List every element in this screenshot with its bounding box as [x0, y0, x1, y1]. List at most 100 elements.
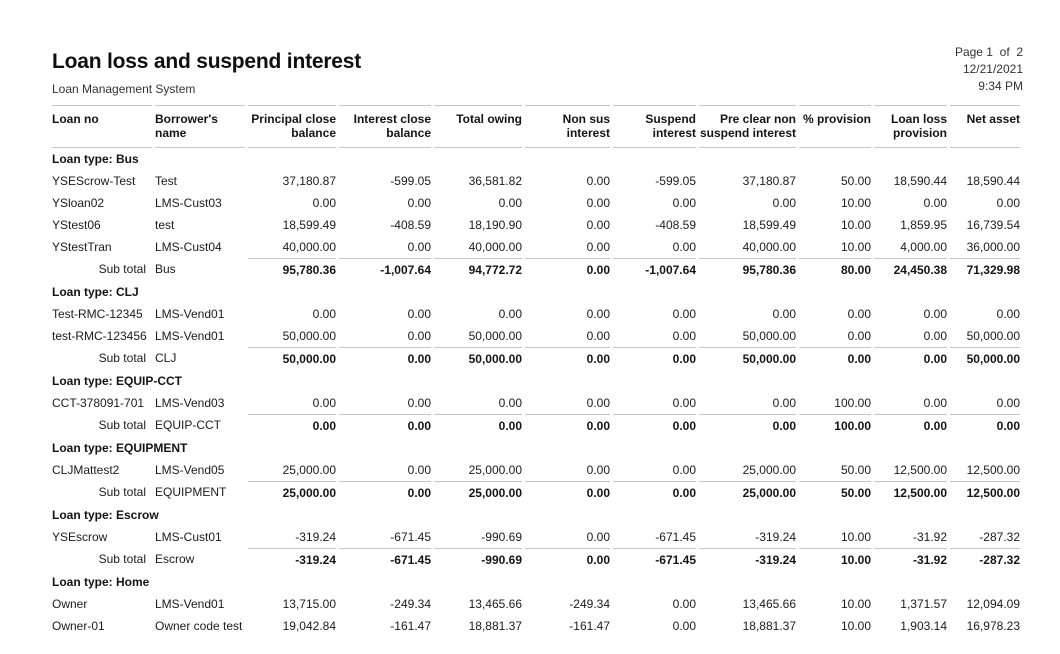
value-cell: 1,903.14: [900, 619, 947, 633]
subtotal-value-cell: 0.00: [950, 414, 1020, 437]
subtotal-label: Sub total: [98, 262, 146, 276]
subtotal-value-cell: 0.00: [874, 347, 947, 370]
value-cell: -249.34: [390, 597, 431, 611]
value-cell: 37,180.87: [282, 174, 336, 188]
value-cell: -249.34: [569, 597, 610, 611]
value-cell: 16,739.54: [966, 218, 1020, 232]
borrower-cell: Test: [155, 174, 178, 188]
subtotal-value-cell: 95,780.36: [699, 258, 796, 281]
loan-no-cell: YSloan02: [52, 196, 105, 210]
subtotal-row: Sub total EQUIP-CCT 0.00 0.00 0.00 0.00 0.00 0.…: [52, 414, 1020, 437]
borrower-cell: LMS-Cust04: [155, 240, 222, 254]
value-cell: 16,978.23: [966, 619, 1020, 633]
value-cell: 1,371.57: [900, 597, 947, 611]
value-cell: 0.00: [672, 597, 696, 611]
subtotal-value-cell: 0.00: [339, 347, 431, 370]
subtotal-value-cell: 94,772.72: [434, 258, 522, 281]
subtotal-value-cell: 25,000.00: [248, 481, 336, 504]
value-cell: -319.24: [755, 530, 796, 544]
loan-no-cell: Owner: [52, 597, 88, 611]
table-row: test-RMC-123456 LMS-Vend01 50,000.00 0.00 50…: [52, 325, 1020, 347]
page-title: Loan loss and suspend interest: [52, 50, 362, 73]
column-header-suspend-interest: Suspend interest: [613, 105, 696, 148]
value-cell: 50,000.00: [966, 329, 1020, 343]
value-cell: 0.00: [772, 196, 796, 210]
value-cell: 13,465.66: [468, 597, 522, 611]
loan-type-label: Loan type: EQUIP-CCT: [52, 374, 183, 388]
value-cell: 37,180.87: [742, 174, 796, 188]
subtotal-value-cell: 0.00: [525, 258, 610, 281]
value-cell: 18,190.90: [468, 218, 522, 232]
value-cell: 10.00: [840, 597, 871, 611]
value-cell: 25,000.00: [742, 463, 796, 477]
subtotal-row: Sub total Bus 95,780.36 -1,007.64 94,772.72 0…: [52, 258, 1020, 281]
value-cell: 0.00: [586, 530, 610, 544]
value-cell: 12,094.09: [966, 597, 1020, 611]
value-cell: 0.00: [847, 329, 871, 343]
value-cell: 10.00: [840, 240, 871, 254]
loan-type-label: Loan type: CLJ: [52, 285, 139, 299]
value-cell: 0.00: [312, 307, 336, 321]
value-cell: 0.00: [586, 196, 610, 210]
value-cell: 50,000.00: [742, 329, 796, 343]
subtotal-value-cell: 50,000.00: [434, 347, 522, 370]
subtotal-value-cell: -287.32: [950, 548, 1020, 571]
borrower-cell: LMS-Vend05: [155, 463, 225, 477]
value-cell: 50.00: [840, 174, 871, 188]
subtotal-value-cell: 100.00: [799, 414, 871, 437]
subtotal-value-cell: 24,450.38: [874, 258, 947, 281]
subtotal-value-cell: 0.00: [525, 414, 610, 437]
value-cell: 40,000.00: [742, 240, 796, 254]
value-cell: 0.00: [772, 396, 796, 410]
subtotal-value-cell: 71,329.98: [950, 258, 1020, 281]
value-cell: 0.00: [586, 218, 610, 232]
value-cell: 10.00: [840, 530, 871, 544]
subtotal-value-cell: 50,000.00: [699, 347, 796, 370]
subtotal-value-cell: 95,780.36: [248, 258, 336, 281]
subtotal-value-cell: 0.00: [434, 414, 522, 437]
subtotal-type: Bus: [155, 262, 176, 276]
subtotal-value-cell: -671.45: [613, 548, 696, 571]
subtotal-value-cell: 0.00: [525, 481, 610, 504]
value-cell: -599.05: [655, 174, 696, 188]
value-cell: -287.32: [979, 530, 1020, 544]
subtotal-type: EQUIPMENT: [155, 485, 227, 499]
value-cell: -990.69: [481, 530, 522, 544]
value-cell: 0.00: [498, 307, 522, 321]
value-cell: -319.24: [295, 530, 336, 544]
column-header-non-sus-interest: Non sus interest: [525, 105, 610, 148]
value-cell: 50,000.00: [468, 329, 522, 343]
value-cell: 0.00: [586, 329, 610, 343]
value-cell: 4,000.00: [900, 240, 947, 254]
borrower-cell: LMS-Vend01: [155, 597, 225, 611]
subtotal-value-cell: -1,007.64: [613, 258, 696, 281]
value-cell: 0.00: [407, 463, 431, 477]
loan-no-cell: YStestTran: [52, 240, 112, 254]
value-cell: 12,500.00: [966, 463, 1020, 477]
value-cell: 0.00: [996, 307, 1020, 321]
value-cell: 0.00: [923, 196, 947, 210]
table-row: Owner-01 Owner code test 19,042.84 -161.47 1…: [52, 615, 1020, 637]
subtotal-value-cell: -31.92: [874, 548, 947, 571]
report-table-body: Loan type: Bus YSEScrow-Test Test 37,180.87…: [52, 148, 1020, 637]
column-header-net-asset: Net asset: [950, 105, 1020, 148]
table-row: Test-RMC-12345 LMS-Vend01 0.00 0.00 0.00 0.00…: [52, 303, 1020, 325]
subtotal-value-cell: 50,000.00: [248, 347, 336, 370]
loan-type-label: Loan type: Escrow: [52, 508, 159, 522]
value-cell: 0.00: [312, 196, 336, 210]
subtotal-value-cell: 0.00: [613, 347, 696, 370]
subtotal-label: Sub total: [98, 418, 146, 432]
value-cell: -161.47: [569, 619, 610, 633]
subtotal-row: Sub total EQUIPMENT 25,000.00 0.00 25,000.00…: [52, 481, 1020, 504]
table-row: CCT-378091-701 LMS-Vend03 0.00 0.00 0.00 0.00…: [52, 392, 1020, 414]
loan-no-cell: CCT-378091-701: [52, 396, 145, 410]
column-header-loan-loss-provision: Loan loss provision: [874, 105, 947, 148]
value-cell: 0.00: [498, 196, 522, 210]
value-cell: 0.00: [996, 396, 1020, 410]
value-cell: 25,000.00: [468, 463, 522, 477]
value-cell: 0.00: [586, 307, 610, 321]
value-cell: 0.00: [923, 396, 947, 410]
subtotal-label: Sub total: [98, 351, 146, 365]
subtotal-value-cell: 10.00: [799, 548, 871, 571]
